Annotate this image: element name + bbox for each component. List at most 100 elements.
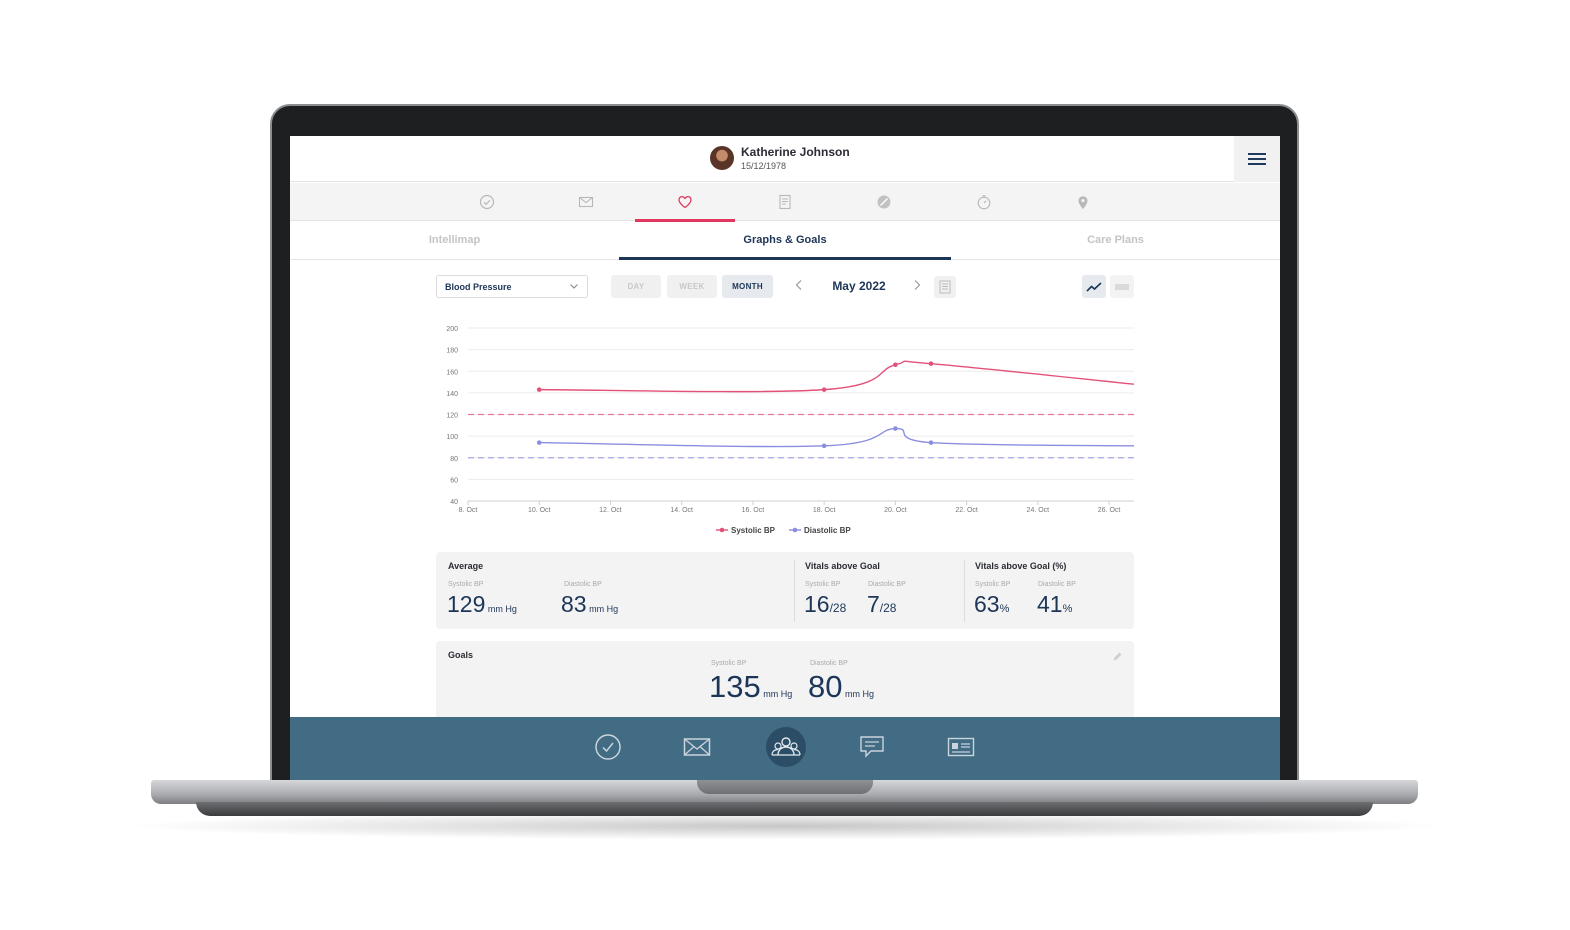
above-goal-diastolic-label: Diastolic BP: [868, 581, 906, 588]
goal-systolic-label: Systolic BP: [711, 660, 747, 667]
laptop-base-underside: [196, 802, 1373, 816]
period-label: May 2022: [832, 279, 886, 293]
nav-item-messages[interactable]: [536, 183, 636, 221]
stats-divider: [964, 560, 965, 622]
goal-diastolic-number: 80: [808, 669, 843, 704]
x-tick-label: 26. Oct: [1098, 507, 1121, 514]
average-diastolic-unit: mm Hg: [589, 604, 619, 614]
above-goal-pct-systolic-value: 63%: [974, 591, 1009, 618]
above-goal-diastolic-value: 7/28: [867, 591, 896, 618]
average-systolic-unit: mm Hg: [487, 604, 517, 614]
goal-diastolic-label: Diastolic BP: [810, 660, 848, 667]
average-diastolic-number: 83: [561, 591, 587, 617]
edit-goals-button[interactable]: [1112, 649, 1123, 667]
data-point: [893, 426, 898, 431]
section-icon-nav: [290, 183, 1280, 222]
y-tick-label: 40: [450, 499, 458, 506]
table-icon: [1115, 284, 1129, 289]
previous-period-button[interactable]: [794, 278, 804, 294]
above-goal-diastolic-total: /28: [879, 601, 897, 615]
nav-item-location[interactable]: [1033, 183, 1133, 221]
patient-dob: 15/12/1978: [741, 161, 787, 171]
avatar[interactable]: [710, 146, 734, 170]
nav-item-documents[interactable]: [735, 183, 835, 221]
bottom-nav-profile[interactable]: [941, 727, 981, 767]
bottom-nav-chat[interactable]: [852, 727, 892, 767]
y-tick-label: 180: [446, 348, 458, 355]
above-goal-systolic-number: 16: [804, 591, 830, 617]
mail-icon: [683, 738, 711, 756]
nav-item-checkins[interactable]: [437, 183, 537, 221]
y-tick-label: 100: [446, 434, 458, 441]
series-line: [539, 427, 1135, 448]
goal-diastolic-unit: mm Hg: [845, 689, 874, 699]
id-card-icon: [947, 737, 975, 757]
nav-item-medication[interactable]: [834, 183, 934, 221]
above-goal-diastolic-number: 7: [867, 591, 880, 617]
vital-type-value: Blood Pressure: [445, 282, 512, 292]
table-view-button[interactable]: [1110, 275, 1134, 298]
range-day-button[interactable]: DAY: [611, 275, 661, 298]
above-goal-pct-diastolic-value: 41%: [1037, 591, 1072, 618]
nav-item-timer[interactable]: [934, 183, 1034, 221]
legend-label: Systolic BP: [731, 526, 776, 535]
document-icon: [779, 194, 791, 210]
laptop-notch: [697, 780, 873, 794]
vital-type-select[interactable]: Blood Pressure: [436, 275, 588, 298]
data-point: [893, 362, 898, 368]
chat-icon: [860, 736, 884, 758]
above-goal-pct-systolic-label: Systolic BP: [975, 581, 1011, 588]
pencil-icon: [1113, 652, 1122, 661]
y-tick-label: 60: [450, 477, 458, 484]
x-tick-label: 14. Oct: [670, 507, 693, 514]
next-period-button[interactable]: [912, 278, 922, 294]
patient-name: Katherine Johnson: [741, 145, 850, 159]
location-pin-icon: [1078, 196, 1088, 209]
tab-care-plans[interactable]: Care Plans: [1087, 234, 1144, 246]
chevron-right-icon: [914, 280, 921, 290]
blood-pressure-chart: 40 60 80 100 120 140 160 180 200 8. Oct 10. Oct 12.…: [446, 326, 1135, 535]
x-tick-label: 24. Oct: [1027, 507, 1050, 514]
average-title: Average: [448, 561, 484, 571]
tab-graphs-goals[interactable]: Graphs & Goals: [619, 222, 951, 260]
y-tick-label: 140: [446, 391, 458, 398]
legend-marker: [719, 527, 725, 533]
data-point: [928, 361, 934, 366]
above-goal-pct-diastolic-label: Diastolic BP: [1038, 581, 1076, 588]
bottom-nav-messages[interactable]: [677, 727, 717, 767]
data-point: [821, 387, 827, 392]
line-chart-icon: [1086, 281, 1102, 292]
pill-icon: [877, 195, 891, 209]
bottom-nav-checkins[interactable]: [588, 727, 628, 767]
calendar-button[interactable]: [934, 276, 956, 298]
range-week-button[interactable]: WEEK: [667, 275, 717, 298]
clock-check-icon: [595, 734, 621, 760]
y-tick-label: 120: [446, 413, 458, 420]
tab-intellimap[interactable]: Intellimap: [428, 234, 481, 246]
patient-header: Katherine Johnson 15/12/1978: [290, 136, 1280, 182]
x-tick-label: 12. Oct: [599, 507, 622, 514]
chevron-left-icon: [795, 280, 802, 290]
data-point: [536, 440, 542, 445]
data-point: [821, 443, 827, 449]
hamburger-menu-button[interactable]: [1234, 136, 1280, 182]
above-goal-pct-title: Vitals above Goal (%): [975, 561, 1067, 571]
section-tabs: Intellimap Graphs & Goals Care Plans: [290, 222, 1280, 260]
range-month-button[interactable]: MONTH: [722, 275, 773, 298]
x-tick-label: 10. Oct: [528, 507, 551, 514]
line-chart-view-button[interactable]: [1082, 275, 1106, 298]
calendar-icon: [939, 280, 951, 294]
legend-label: Diastolic BP: [804, 526, 851, 535]
bottom-nav-team[interactable]: [766, 727, 806, 767]
goal-systolic-unit: mm Hg: [763, 689, 793, 699]
x-tick-label: 22. Oct: [955, 507, 978, 514]
clock-check-icon: [479, 194, 495, 210]
stats-panel: Average Systolic BP 129 mm Hg Diastolic …: [436, 552, 1134, 629]
bottom-nav-bar: [290, 717, 1280, 780]
menu-icon: [1248, 153, 1266, 155]
goal-diastolic-value: 80 mm Hg: [808, 669, 874, 705]
above-goal-title: Vitals above Goal: [805, 561, 880, 571]
heart-icon: [678, 195, 692, 209]
nav-item-vitals[interactable]: [635, 183, 735, 222]
data-point: [536, 387, 542, 392]
